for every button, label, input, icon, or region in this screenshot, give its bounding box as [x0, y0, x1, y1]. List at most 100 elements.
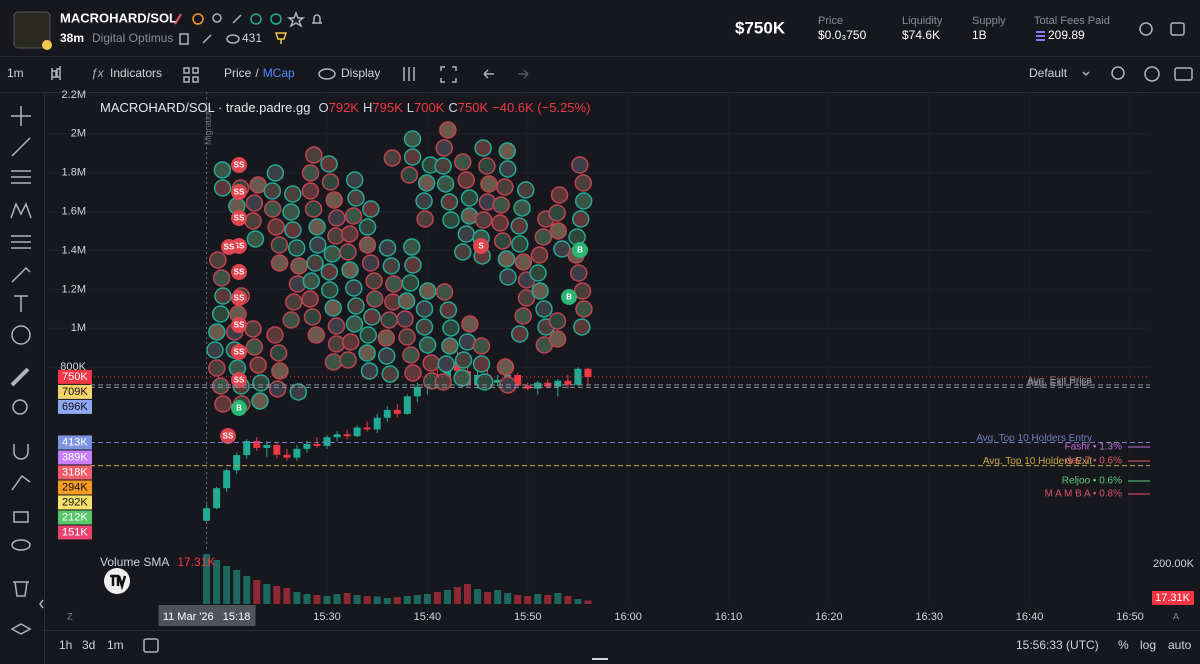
settings-button[interactable]	[1144, 66, 1160, 82]
x-tick-label: 15:30	[313, 611, 341, 623]
icon[interactable]	[312, 14, 322, 24]
lock-tool[interactable]	[13, 511, 29, 523]
resize-handle[interactable]	[592, 658, 608, 660]
icon[interactable]	[270, 13, 282, 25]
pattern-tool[interactable]	[10, 202, 32, 219]
range-button[interactable]: 3d	[82, 638, 95, 652]
volume-bar	[403, 596, 411, 604]
trader-avatar	[434, 157, 452, 175]
trader-avatar	[514, 307, 532, 325]
trader-avatar	[571, 210, 590, 228]
icon[interactable]	[286, 10, 306, 28]
trader-avatar	[303, 308, 322, 326]
layouts-button[interactable]	[183, 67, 199, 83]
legend-source: MACROHARD/SOL · trade.padre.gg	[100, 100, 310, 115]
trader-avatar	[340, 225, 359, 243]
volume-bar	[273, 586, 281, 604]
icon[interactable]	[232, 14, 242, 24]
interval-button[interactable]: 1m	[7, 66, 24, 80]
creator-name[interactable]: Digital Optimus	[92, 31, 173, 45]
trader-avatar	[573, 318, 591, 336]
projection-tool[interactable]	[11, 235, 31, 249]
token-logo[interactable]	[13, 11, 51, 49]
candle-body	[534, 382, 542, 389]
trader-avatar	[574, 174, 593, 192]
trader-avatar	[460, 189, 479, 207]
redo-button[interactable]	[518, 69, 529, 79]
fullscreen-button[interactable]	[440, 66, 457, 83]
trader-avatar	[244, 212, 262, 230]
candle-body	[584, 368, 592, 377]
copy-icon[interactable]	[179, 33, 189, 45]
icon[interactable]	[192, 13, 204, 25]
brush-tool[interactable]	[11, 266, 31, 283]
search-button[interactable]	[1111, 66, 1125, 80]
magnet-tool[interactable]	[13, 444, 29, 460]
link-icon[interactable]	[202, 34, 212, 44]
display-button[interactable]: Display	[341, 66, 380, 80]
trade-badge	[231, 290, 247, 306]
goto-date-button[interactable]	[143, 638, 159, 653]
settings-sliders[interactable]	[403, 67, 415, 81]
volume-bar	[564, 596, 572, 604]
trader-avatar	[403, 148, 422, 166]
price-tag-label: 709K	[62, 386, 88, 398]
fib-tool[interactable]	[11, 170, 31, 184]
percent-toggle[interactable]: %	[1118, 638, 1129, 652]
token-age: 38m	[60, 31, 84, 45]
trendline-tool[interactable]	[11, 137, 31, 157]
volume-bar	[504, 593, 512, 604]
trade-badge	[231, 157, 247, 173]
crosshair-tool[interactable]	[11, 106, 31, 126]
layout-select[interactable]: Default	[1029, 66, 1068, 80]
x-tick-label: 16:10	[715, 611, 743, 623]
collapse-button[interactable]	[39, 599, 44, 609]
window-button[interactable]	[1170, 22, 1185, 36]
stat-label: Supply	[972, 15, 1006, 27]
trophy-icon[interactable]	[274, 32, 288, 44]
range-button[interactable]: 1h	[59, 638, 72, 652]
trader-avatar	[434, 373, 453, 391]
log-toggle[interactable]: log	[1140, 638, 1156, 652]
auto-toggle[interactable]: auto	[1168, 638, 1192, 652]
lock-draw-tool[interactable]	[11, 474, 31, 491]
trade-badge	[473, 238, 489, 254]
trader-avatar	[378, 347, 396, 365]
toolbar-text[interactable]: Price / MCap	[224, 66, 295, 80]
text-tool[interactable]	[14, 295, 28, 312]
trader-avatar	[208, 323, 226, 341]
zoom-tool[interactable]	[12, 399, 28, 415]
measure-tool[interactable]	[10, 367, 30, 387]
settings-button[interactable]	[1139, 22, 1153, 36]
volume-bar	[243, 576, 251, 604]
axis-corner[interactable]: A	[1173, 611, 1179, 621]
range-button[interactable]: 1m	[107, 638, 124, 652]
candle-body	[233, 455, 241, 471]
trade-badge	[221, 239, 237, 255]
icon[interactable]	[212, 13, 222, 23]
dropdown-arrow[interactable]	[1082, 71, 1090, 77]
delete-tool[interactable]	[13, 581, 29, 597]
icon[interactable]	[250, 13, 262, 25]
undo-button[interactable]	[483, 69, 494, 79]
display-icon[interactable]	[318, 68, 336, 80]
icon[interactable]	[174, 13, 182, 25]
trader-avatar	[454, 153, 472, 171]
chart-type-button[interactable]	[51, 66, 61, 80]
price-toggle[interactable]: Price	[224, 66, 252, 80]
indicators-button[interactable]: Indicators	[110, 66, 162, 80]
volume-tag	[1152, 591, 1194, 605]
snapshot-button[interactable]	[1174, 67, 1193, 81]
hide-tool[interactable]	[11, 539, 31, 551]
y-tick-label: 1.8M	[62, 167, 86, 179]
volume-bar	[373, 596, 381, 604]
emoji-tool[interactable]	[11, 325, 31, 345]
trader-avatar	[287, 239, 306, 257]
axis-corner[interactable]: Z	[67, 611, 73, 621]
legend-letter: H	[363, 100, 372, 115]
mcap-toggle[interactable]: MCap	[263, 66, 295, 80]
candle-body	[263, 444, 271, 448]
price-tag	[58, 495, 92, 510]
trader-avatar	[249, 356, 267, 374]
object-tree[interactable]	[10, 623, 32, 635]
